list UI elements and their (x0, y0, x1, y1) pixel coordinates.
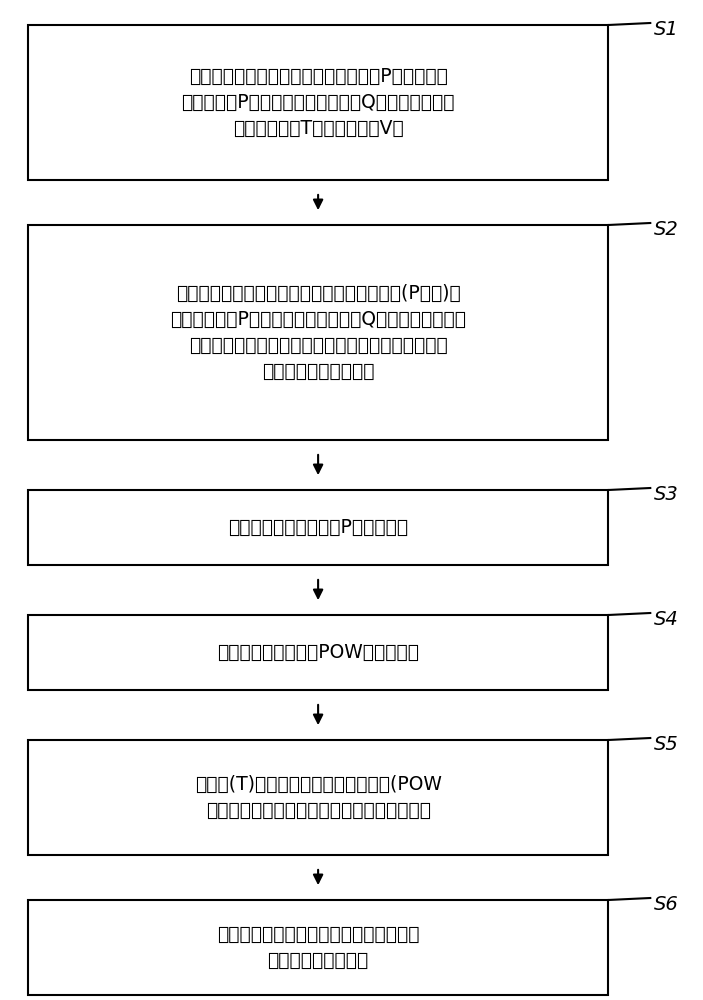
Bar (28, 900, 608, 995)
Text: 以时间(T)为横坐标轴，尿道阻力功率(POW
尿道阻力）为纵坐标轴，建立尿道阻力功率图: 以时间(T)为横坐标轴，尿道阻力功率(POW 尿道阻力）为纵坐标轴，建立尿道阻力… (195, 775, 441, 820)
Text: 以时间轴为横坐标，记录每个时间点的膜胱压(P膜胱)、
尿道外口压（P尿道外口）和尿流率（Q），形成尿流动力
学数据集合，并分别形成膜胱压曲线图、尿道外口压
曲线: 以时间轴为横坐标，记录每个时间点的膜胱压(P膜胱)、 尿道外口压（P尿道外口）和… (170, 284, 466, 381)
Bar (28, 615, 608, 690)
Bar (28, 490, 608, 565)
Text: 计算尿道阻力损耗压（P尿道阻力）: 计算尿道阻力损耗压（P尿道阻力） (228, 518, 408, 537)
Text: S6: S6 (654, 895, 678, 914)
Bar (28, 740, 608, 855)
Bar (28, 225, 608, 440)
Text: S1: S1 (654, 20, 678, 39)
Text: S3: S3 (654, 485, 678, 504)
Text: 通过尿道阻力功率图中的面积，获得尿道
阻力能量消耗的测量: 通过尿道阻力功率图中的面积，获得尿道 阻力能量消耗的测量 (217, 925, 420, 970)
Text: S5: S5 (654, 735, 678, 754)
Text: S2: S2 (654, 220, 678, 239)
Bar (28, 25, 608, 180)
Text: 获得尿道阻力功率（POW尿道阻力）: 获得尿道阻力功率（POW尿道阻力） (217, 643, 419, 662)
Text: S4: S4 (654, 610, 678, 629)
Text: 对膜胱进行灌注至排尿，获取膜胱压（P膜胱）、尿
道外口压（P尿道外口）和尿流率（Q）的数据，并记
录排尿时间（T）和排尿量（V）: 对膜胱进行灌注至排尿，获取膜胱压（P膜胱）、尿 道外口压（P尿道外口）和尿流率（… (181, 67, 455, 138)
